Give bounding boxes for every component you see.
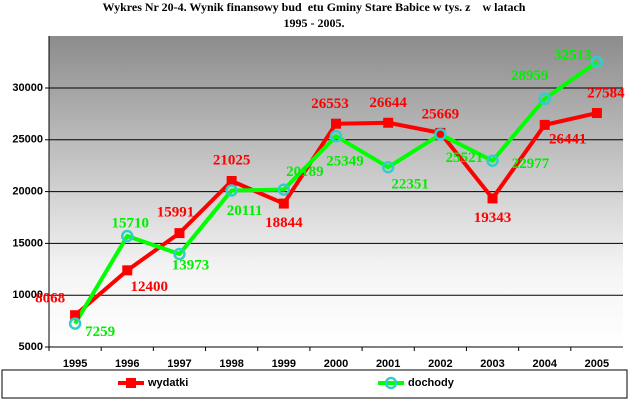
marker [435,127,446,138]
data-label: 20189 [286,164,324,180]
data-label: 27584 [587,85,625,101]
data-label: 26644 [369,95,407,111]
marker [383,117,394,128]
marker [384,376,398,390]
x-tick-label: 2001 [376,358,400,370]
marker [539,119,550,130]
data-label: 19343 [474,210,512,226]
data-label: 25521 [446,150,484,166]
x-tick-label: 2002 [428,358,452,370]
marker [329,129,343,143]
marker [331,118,341,129]
data-label: 22977 [512,156,550,172]
y-tick-label: 10000 [12,289,43,301]
marker [174,228,185,239]
marker [591,108,602,119]
data-label: 20111 [227,203,263,219]
data-label: 25669 [422,106,460,122]
legend-label: wydatki [147,377,188,389]
data-label: 15991 [157,205,195,221]
marker [126,378,136,388]
data-label: 28959 [511,68,549,84]
chart-title: Wykres Nr 20-4. Wynik finansowy bud etu … [103,0,526,14]
x-tick-label: 2004 [532,358,557,370]
chart-subtitle: 1995 - 2005. [284,16,345,30]
data-label: 32513 [554,47,592,63]
marker [538,92,551,106]
data-label: 18844 [265,215,303,231]
x-tick-label: 1996 [115,358,139,370]
marker [121,229,134,243]
data-label: 26441 [549,131,587,147]
data-label: 21025 [213,152,251,168]
y-tick-label: 25000 [12,134,43,146]
marker [381,160,395,174]
x-tick-label: 2000 [324,358,348,370]
x-tick-label: 1995 [63,358,87,370]
data-label: 22351 [391,177,429,193]
y-tick-label: 15000 [12,237,43,249]
x-tick-label: 2005 [585,358,609,370]
data-label: 15710 [112,215,150,231]
marker [487,193,498,204]
legend-box [1,369,628,399]
marker [277,183,291,196]
data-label: 13973 [172,257,210,273]
data-label: 12400 [131,279,169,295]
legend-label: dochody [408,377,455,389]
marker [122,265,133,276]
marker [68,317,82,330]
data-label: 8068 [35,291,65,307]
marker [434,128,447,141]
y-tick-label: 5000 [19,341,43,353]
data-label: 7259 [85,324,115,340]
marker [225,184,238,197]
y-tick-label: 30000 [12,82,43,94]
x-tick-label: 1999 [272,358,296,370]
marker [486,154,499,168]
data-label: 25349 [326,154,364,170]
series-line [73,60,599,325]
marker [173,247,186,261]
x-tick-label: 1997 [167,358,191,370]
data-label: 26553 [311,96,349,112]
marker [226,175,237,186]
marker [70,310,81,321]
y-tick-label: 20000 [12,186,43,198]
x-tick-label: 1998 [219,358,243,370]
x-tick-label: 2003 [480,358,504,370]
marker [590,55,604,69]
marker [278,198,289,209]
